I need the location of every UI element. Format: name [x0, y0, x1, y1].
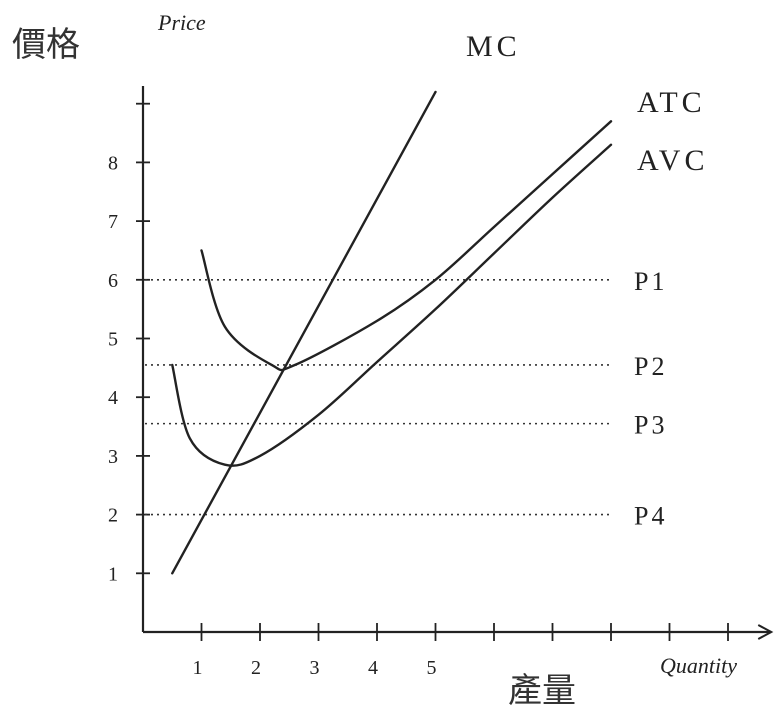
ticks: 1 2 3 4 5 1 2 3 4 5 6 7 8	[108, 102, 729, 679]
x-tick-label: 4	[368, 657, 378, 679]
y-tick-label: 1	[108, 563, 118, 585]
atc-curve	[200, 120, 613, 372]
x-axis-label-cn: 產量	[508, 671, 576, 705]
axes	[141, 85, 774, 640]
y-tick-label: 7	[108, 211, 118, 233]
price-line-label: P4	[634, 502, 667, 531]
y-tick-label: 5	[108, 329, 118, 351]
x-tick-label: 2	[251, 657, 261, 679]
mc-label: MC	[466, 30, 521, 63]
price-line-label: P2	[634, 352, 667, 381]
y-axis-label-cn: 價格	[12, 25, 80, 65]
cost-curves: MC ATC AVC	[171, 30, 708, 575]
price-lines: P1 P2 P3 P4	[145, 267, 667, 531]
y-tick-label: 2	[108, 505, 118, 527]
mc-curve	[171, 90, 437, 575]
y-tick-label: 8	[108, 152, 118, 174]
y-tick-label: 6	[108, 270, 118, 292]
price-line-label: P3	[634, 411, 667, 440]
avc-curve	[171, 143, 613, 467]
price-line-label: P1	[634, 267, 667, 296]
x-axis-arrow	[757, 624, 774, 640]
y-tick-label: 4	[108, 387, 118, 409]
atc-label: ATC	[637, 86, 706, 119]
avc-label: AVC	[637, 144, 708, 177]
y-axis-label: Price	[157, 10, 206, 35]
x-tick-label: 1	[193, 657, 203, 679]
x-axis-label: Quantity	[660, 653, 737, 678]
x-tick-label: 3	[310, 657, 320, 679]
y-tick-label: 3	[108, 446, 118, 468]
x-tick-label: 5	[427, 657, 437, 679]
